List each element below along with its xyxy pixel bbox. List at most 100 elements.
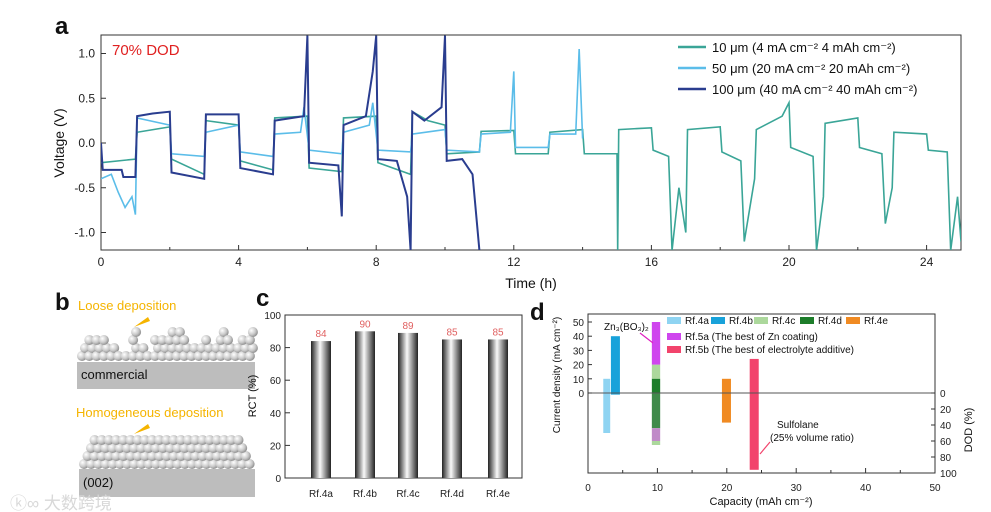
sphere [98, 335, 109, 345]
sphere [226, 451, 237, 461]
y-tick-label-c: 0 [275, 474, 281, 485]
sphere [208, 443, 219, 453]
deposition-diagram: Loose deposition commercial Homogeneous … [10, 298, 258, 512]
sphere [164, 335, 175, 345]
sphere [171, 351, 182, 361]
bar-current-Rf.4c [651, 364, 661, 379]
x-tick-label-d: 10 [652, 483, 664, 494]
sphere [101, 343, 112, 353]
sphere [154, 451, 165, 461]
y2-tick-label-d: 40 [940, 421, 952, 432]
y2-tick-label-d: 80 [940, 453, 952, 464]
x-tick-label-a: 20 [782, 255, 796, 269]
x-tick-label-c: Rf.4d [440, 489, 464, 500]
sphere [122, 459, 133, 469]
sulfolane-annotation: Sulfolane [777, 420, 819, 431]
y-tick-label-d: 20 [573, 361, 585, 372]
sphere [139, 435, 150, 445]
legend-swatch [800, 317, 814, 324]
rct-bar [442, 339, 462, 478]
volume-ratio-annotation: (25% volume ratio) [770, 433, 854, 444]
sphere [190, 435, 201, 445]
sphere [86, 459, 97, 469]
series-line-1 [101, 99, 961, 250]
sphere [104, 451, 115, 461]
arrow-icon [134, 424, 150, 434]
legend-label: Rf.5b (The best of electrolyte additive) [685, 345, 854, 356]
sphere [230, 351, 241, 361]
sphere [201, 459, 212, 469]
sphere [93, 459, 104, 469]
panel-label-c: c [256, 285, 269, 312]
sphere [240, 343, 251, 353]
bar-dod-Rf.4c [651, 441, 661, 445]
rct-bar [488, 339, 508, 478]
x-tick-label-a: 24 [920, 255, 934, 269]
sphere [219, 435, 230, 445]
002-substrate [79, 469, 255, 497]
x-tick-label-d: 40 [860, 483, 872, 494]
sphere [215, 459, 226, 469]
sphere [174, 343, 185, 353]
sphere [197, 451, 208, 461]
sphere [157, 351, 168, 361]
sphere [215, 335, 226, 345]
y-tick-label-c: 20 [270, 441, 282, 452]
sphere [208, 459, 219, 469]
y-tick-label-a: 0.0 [78, 136, 95, 150]
sphere [100, 443, 111, 453]
sphere [222, 443, 233, 453]
sphere [103, 435, 114, 445]
sphere [161, 451, 172, 461]
sphere [240, 451, 251, 461]
sphere [179, 459, 190, 469]
bar-dod-Rf.5b [749, 393, 759, 470]
sphere [182, 343, 193, 353]
sphere [193, 351, 204, 361]
sphere [94, 343, 105, 353]
sphere [107, 443, 118, 453]
legend-a: 10 μm (4 mA cm⁻² 4 mAh cm⁻²) 50 μm (20 mA… [678, 40, 917, 97]
sphere [158, 459, 169, 469]
sphere [168, 435, 179, 445]
sphere [131, 343, 142, 353]
bar-dod-Rf.4a [603, 393, 611, 433]
y2-tick-label-d: 0 [940, 389, 946, 400]
x-axis-label-a: Time (h) [505, 275, 557, 291]
x-tick-label-a: 8 [373, 255, 380, 269]
sphere [218, 327, 229, 337]
sphere [244, 459, 255, 469]
sphere [167, 327, 178, 337]
bar-current-Rf.4e [721, 378, 731, 393]
x-tick-label-c: Rf.4b [353, 489, 377, 500]
sphere [98, 351, 109, 361]
sphere [111, 435, 122, 445]
legend-label: Rf.5a (The best of Zn coating) [685, 332, 818, 343]
sphere [186, 351, 197, 361]
x-tick-label-d: 20 [721, 483, 733, 494]
bar-current-Rf.5b [749, 358, 759, 393]
arrow-icon [134, 317, 150, 327]
sphere [244, 335, 255, 345]
x-tick-label-d: 0 [585, 483, 591, 494]
sphere [233, 343, 244, 353]
homogeneous-deposition-label: Homogeneous deposition [76, 405, 223, 420]
legend-label: Rf.4c [772, 316, 795, 327]
sphere [204, 451, 215, 461]
sphere [233, 435, 244, 445]
y-tick-label-d: 40 [573, 332, 585, 343]
sphere [84, 335, 95, 345]
bar-value-label: 90 [359, 319, 371, 330]
sphere [111, 451, 122, 461]
sphere [136, 459, 147, 469]
sphere [129, 459, 140, 469]
sphere [147, 451, 158, 461]
sphere [132, 451, 143, 461]
sphere [183, 451, 194, 461]
sphere [179, 443, 190, 453]
sphere [187, 459, 197, 469]
sphere [91, 335, 102, 345]
sphere [89, 451, 100, 461]
sphere [230, 459, 241, 469]
sphere [223, 459, 233, 469]
